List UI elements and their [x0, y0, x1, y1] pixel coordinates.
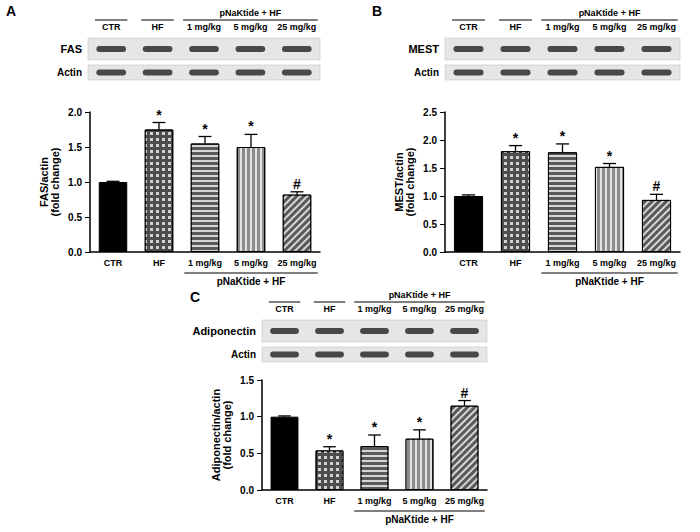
svg-text:0.5: 0.5	[68, 212, 82, 223]
svg-text:HF: HF	[153, 258, 165, 268]
svg-text:1 mg/kg: 1 mg/kg	[545, 258, 579, 268]
svg-text:CTR: CTR	[104, 258, 123, 268]
svg-text:1.5: 1.5	[68, 142, 82, 153]
svg-text:CTR: CTR	[459, 258, 478, 268]
svg-text:FAS/actin: FAS/actin	[37, 156, 50, 208]
svg-text:MEST: MEST	[408, 43, 439, 55]
svg-text:C: C	[190, 289, 200, 305]
svg-text:*: *	[327, 431, 333, 447]
svg-text:0.5: 0.5	[240, 448, 254, 459]
svg-text:25 mg/kg: 25 mg/kg	[277, 258, 316, 268]
svg-text:5 mg/kg: 5 mg/kg	[402, 304, 436, 314]
svg-text:HF: HF	[324, 304, 336, 314]
svg-text:1 mg/kg: 1 mg/kg	[357, 304, 391, 314]
svg-text:*: *	[156, 107, 162, 123]
svg-text:pNaKtide + HF: pNaKtide + HF	[579, 8, 641, 18]
svg-text:1 mg/kg: 1 mg/kg	[188, 258, 222, 268]
svg-text:(fold change): (fold change)	[49, 147, 61, 216]
svg-text:FAS: FAS	[61, 43, 82, 55]
svg-text:0.0: 0.0	[68, 247, 82, 258]
svg-text:5 mg/kg: 5 mg/kg	[592, 22, 626, 32]
svg-text:(fold change): (fold change)	[404, 147, 416, 216]
svg-text:pNaKtide + HF: pNaKtide + HF	[217, 276, 286, 287]
svg-text:Actin: Actin	[231, 349, 256, 360]
svg-text:2.0: 2.0	[423, 135, 437, 146]
svg-text:1.0: 1.0	[240, 411, 254, 422]
svg-text:#: #	[653, 178, 661, 194]
svg-text:pNaKtide + HF: pNaKtide + HF	[385, 514, 454, 525]
svg-text:pNaKtide + HF: pNaKtide + HF	[220, 8, 282, 18]
svg-text:B: B	[372, 3, 382, 19]
svg-text:A: A	[6, 3, 16, 19]
svg-text:5 mg/kg: 5 mg/kg	[402, 496, 436, 506]
svg-text:(fold change): (fold change)	[221, 400, 233, 469]
svg-text:2.0: 2.0	[68, 107, 82, 118]
svg-text:*: *	[417, 414, 423, 430]
svg-text:5 mg/kg: 5 mg/kg	[592, 258, 626, 268]
svg-text:MEST/actin: MEST/actin	[392, 152, 405, 212]
svg-text:*: *	[560, 128, 566, 144]
svg-text:25 mg/kg: 25 mg/kg	[445, 304, 484, 314]
svg-text:pNaKtide + HF: pNaKtide + HF	[575, 276, 644, 287]
svg-text:*: *	[372, 419, 378, 435]
svg-text:Actin: Actin	[57, 67, 82, 78]
svg-text:CTR: CTR	[275, 304, 294, 314]
svg-text:2.5: 2.5	[423, 107, 437, 118]
svg-text:1 mg/kg: 1 mg/kg	[545, 22, 579, 32]
svg-text:0.5: 0.5	[423, 219, 437, 230]
svg-text:*: *	[202, 121, 208, 137]
svg-text:0.0: 0.0	[240, 485, 254, 496]
svg-text:#: #	[461, 385, 469, 401]
svg-text:5 mg/kg: 5 mg/kg	[233, 22, 267, 32]
svg-text:#: #	[293, 176, 301, 192]
svg-text:25 mg/kg: 25 mg/kg	[277, 22, 316, 32]
svg-text:25 mg/kg: 25 mg/kg	[637, 22, 676, 32]
svg-text:1.0: 1.0	[68, 177, 82, 188]
svg-text:CTR: CTR	[459, 22, 478, 32]
svg-text:HF: HF	[324, 496, 336, 506]
svg-text:HF: HF	[510, 22, 522, 32]
svg-text:Actin: Actin	[414, 67, 439, 78]
svg-text:HF: HF	[510, 258, 522, 268]
svg-text:HF: HF	[152, 22, 164, 32]
svg-text:Adiponectin: Adiponectin	[192, 325, 256, 337]
svg-text:*: *	[607, 148, 613, 164]
svg-text:1 mg/kg: 1 mg/kg	[357, 496, 391, 506]
svg-text:pNaKtide + HF: pNaKtide + HF	[389, 290, 451, 300]
svg-text:25 mg/kg: 25 mg/kg	[445, 496, 484, 506]
svg-text:5 mg/kg: 5 mg/kg	[234, 258, 268, 268]
svg-text:1.5: 1.5	[423, 163, 437, 174]
svg-text:CTR: CTR	[275, 496, 294, 506]
svg-text:Adiponectin/actin: Adiponectin/actin	[209, 388, 222, 482]
svg-text:*: *	[513, 130, 519, 146]
svg-text:1 mg/kg: 1 mg/kg	[187, 22, 221, 32]
svg-text:25 mg/kg: 25 mg/kg	[637, 258, 676, 268]
svg-text:1.0: 1.0	[423, 191, 437, 202]
svg-text:1.5: 1.5	[240, 375, 254, 386]
svg-text:*: *	[248, 118, 254, 134]
svg-text:CTR: CTR	[102, 22, 121, 32]
svg-text:0.0: 0.0	[423, 247, 437, 258]
